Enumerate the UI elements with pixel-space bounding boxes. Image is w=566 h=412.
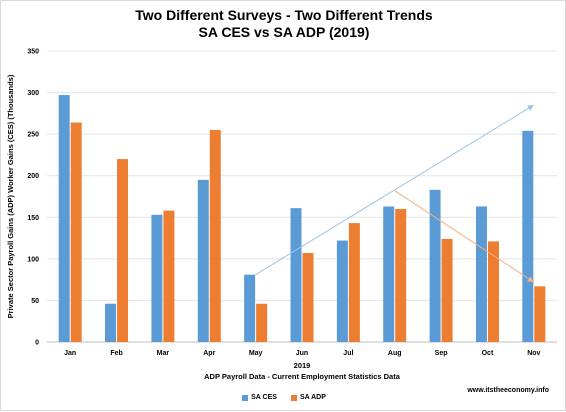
legend-swatch-ces — [242, 394, 249, 401]
chart-title: Two Different Surveys - Two Different Tr… — [135, 7, 433, 23]
y-axis-label: Private Sector Payroll Gains (ADP) Worke… — [6, 74, 15, 318]
legend-item-adp: SA ADP — [290, 394, 326, 401]
bar-sa-ces — [290, 208, 302, 342]
x-tick-label: Nov — [527, 350, 540, 357]
x-tick-label: Aug — [388, 350, 402, 357]
x-tick-label: Mar — [157, 350, 170, 357]
y-tick-label: 0 — [35, 340, 39, 347]
y-tick-label: 50 — [31, 298, 39, 305]
legend-item-ces: SA CES — [242, 394, 277, 401]
bar-sa-ces — [475, 206, 487, 342]
y-tick-label: 250 — [27, 132, 39, 139]
x-tick-label: Jul — [343, 350, 353, 357]
bar-sa-ces — [105, 303, 117, 342]
bar-sa-ces — [383, 206, 395, 342]
trendline-sa-ces — [255, 104, 535, 276]
bar-sa-adp — [302, 253, 314, 342]
bar-sa-adp — [348, 223, 360, 342]
chart-subtitle: SA CES vs SA ADP (2019) — [198, 24, 370, 40]
bar-sa-ces — [522, 130, 534, 342]
bar-sa-adp — [117, 159, 129, 342]
y-tick-label: 100 — [27, 256, 39, 263]
bar-sa-adp — [395, 208, 407, 342]
x-tick-label: May — [249, 350, 263, 357]
bar-sa-adp — [163, 210, 175, 342]
bar-sa-ces — [197, 179, 209, 342]
legend: SA CES SA ADP — [1, 394, 566, 401]
x-tick-label: Jan — [64, 350, 76, 357]
bar-sa-adp — [534, 286, 546, 342]
legend-swatch-adp — [290, 394, 297, 401]
bar-sa-adp — [487, 241, 499, 342]
x-axis-sublabel: ADP Payroll Data - Current Employment St… — [204, 372, 401, 381]
bar-sa-ces — [151, 214, 163, 342]
legend-label-adp: SA ADP — [299, 394, 326, 401]
x-tick-label: Jun — [296, 350, 308, 357]
bar-sa-ces — [336, 240, 348, 342]
bar-sa-adp — [209, 129, 221, 342]
x-tick-label: Sep — [435, 350, 448, 357]
bar-sa-ces — [58, 95, 70, 343]
bar-sa-adp — [441, 238, 453, 342]
x-tick-label: Oct — [482, 350, 494, 357]
y-tick-label: 300 — [27, 90, 39, 97]
y-tick-label: 200 — [27, 173, 39, 180]
trendline-sa-adp — [394, 190, 535, 283]
legend-label-ces: SA CES — [251, 394, 277, 401]
x-tick-label: Feb — [110, 350, 122, 357]
x-tick-label: Apr — [203, 350, 215, 357]
bar-sa-adp — [256, 303, 268, 342]
credit-text: www.itstheeconomy.info — [467, 387, 549, 394]
y-tick-label: 350 — [27, 49, 39, 56]
bar-sa-adp — [70, 122, 82, 342]
bar-sa-ces — [429, 189, 441, 342]
x-axis-label: 2019 — [294, 361, 311, 370]
bar-sa-ces — [244, 274, 256, 342]
y-tick-label: 150 — [27, 215, 39, 222]
